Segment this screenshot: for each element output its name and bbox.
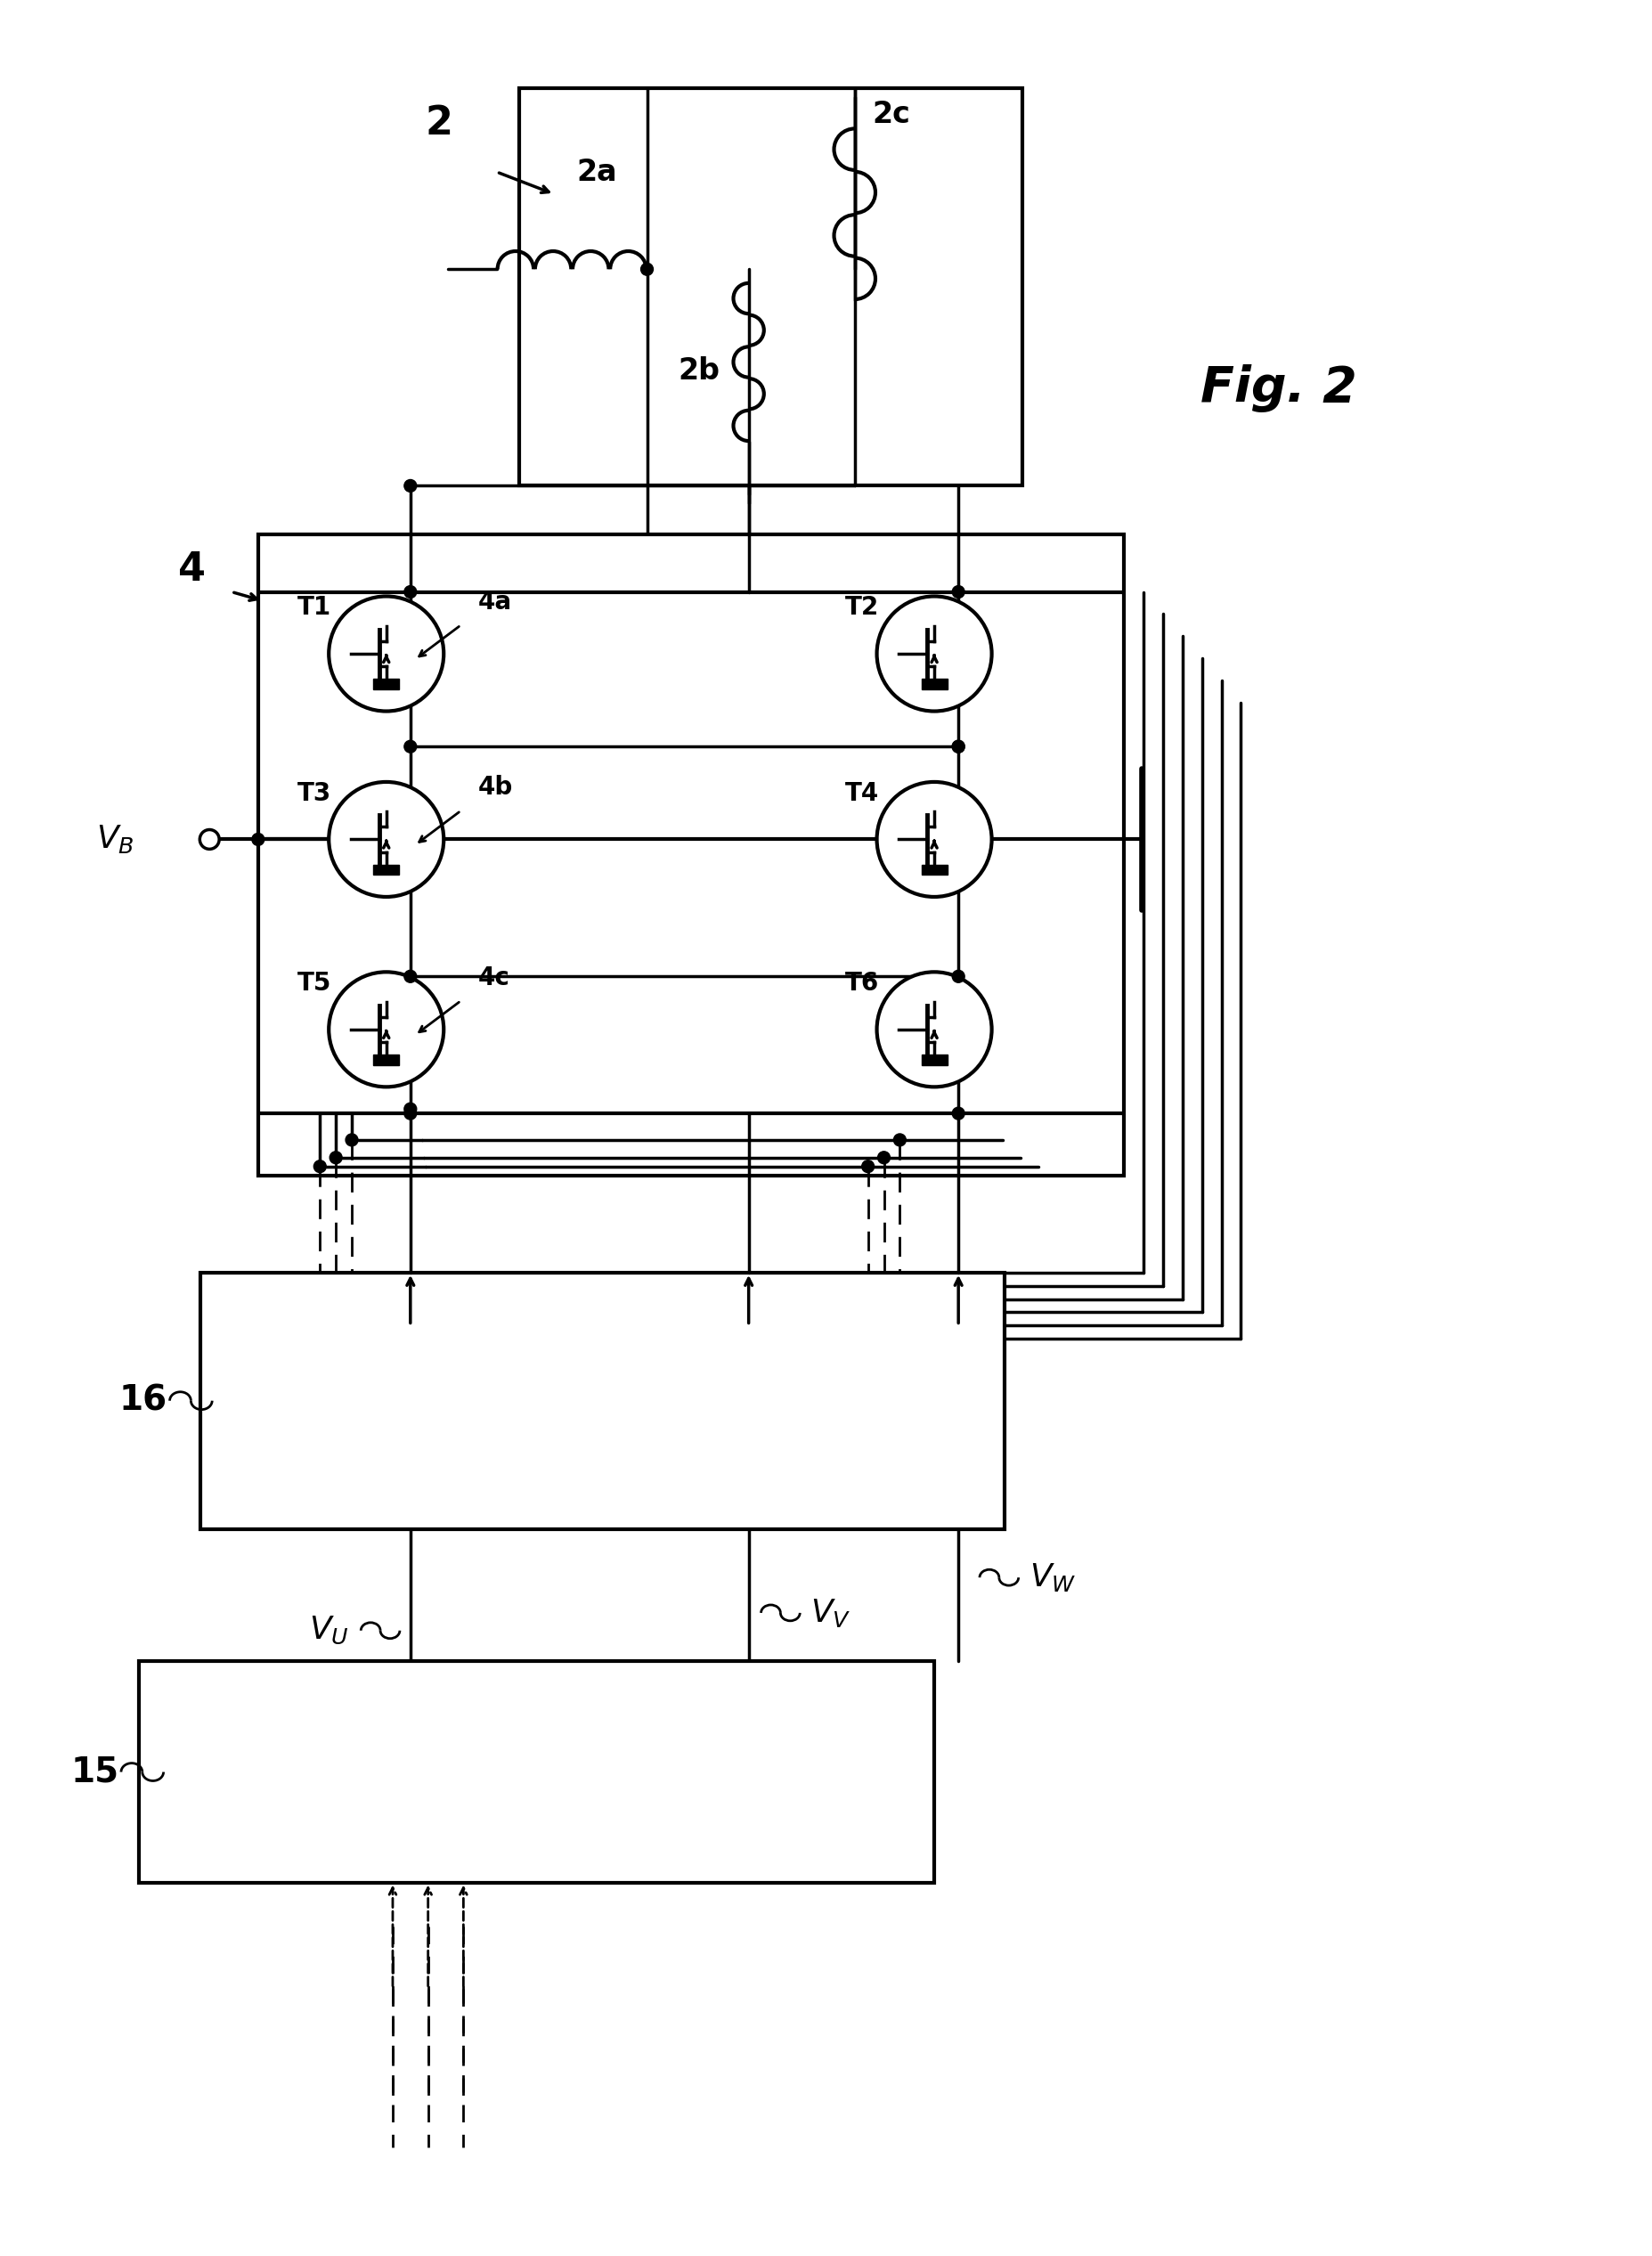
- Text: 4b: 4b: [477, 776, 512, 801]
- Circle shape: [405, 1108, 416, 1119]
- Text: T2: T2: [844, 596, 879, 620]
- Text: 4: 4: [178, 550, 205, 589]
- Circle shape: [405, 1103, 416, 1114]
- Circle shape: [952, 740, 965, 754]
- Bar: [519, 88, 1023, 485]
- Circle shape: [876, 972, 991, 1087]
- Text: 2: 2: [425, 104, 453, 142]
- Circle shape: [329, 783, 443, 898]
- Bar: [920, 1056, 947, 1065]
- Text: T4: T4: [844, 781, 879, 805]
- Bar: [139, 1660, 933, 1882]
- Bar: [920, 679, 947, 690]
- Circle shape: [329, 972, 443, 1087]
- Circle shape: [405, 481, 416, 492]
- Text: 4c: 4c: [477, 966, 510, 990]
- Circle shape: [329, 1151, 342, 1164]
- Circle shape: [894, 1135, 905, 1146]
- Text: 4a: 4a: [477, 589, 512, 614]
- Text: T6: T6: [844, 970, 879, 995]
- Text: $V_B$: $V_B$: [96, 823, 134, 855]
- Circle shape: [329, 596, 443, 711]
- Circle shape: [876, 596, 991, 711]
- Text: 15: 15: [71, 1755, 119, 1789]
- Text: Fig. 2: Fig. 2: [1199, 365, 1356, 413]
- Circle shape: [861, 1160, 874, 1173]
- Text: T3: T3: [297, 781, 332, 805]
- Bar: [373, 864, 400, 875]
- Bar: [373, 1056, 400, 1065]
- Circle shape: [952, 970, 965, 984]
- Circle shape: [314, 1160, 325, 1173]
- Circle shape: [952, 587, 965, 598]
- Text: $V_U$: $V_U$: [309, 1615, 349, 1647]
- Bar: [920, 864, 947, 875]
- Circle shape: [200, 830, 220, 848]
- Text: T5: T5: [297, 970, 332, 995]
- Circle shape: [952, 1108, 965, 1119]
- Circle shape: [952, 740, 965, 754]
- Circle shape: [405, 740, 416, 754]
- Bar: [258, 535, 1123, 1175]
- Circle shape: [345, 1135, 358, 1146]
- Circle shape: [405, 587, 416, 598]
- Text: $V_V$: $V_V$: [809, 1597, 851, 1629]
- Text: $V_W$: $V_W$: [1029, 1561, 1075, 1593]
- Text: 2c: 2c: [872, 99, 910, 129]
- Circle shape: [876, 783, 991, 898]
- Text: 16: 16: [119, 1383, 167, 1417]
- Circle shape: [641, 264, 653, 275]
- Text: 2a: 2a: [577, 158, 616, 187]
- Bar: [373, 679, 400, 690]
- Bar: [200, 1272, 1004, 1530]
- Text: T1: T1: [297, 596, 332, 620]
- Circle shape: [251, 832, 264, 846]
- Text: 2b: 2b: [677, 356, 719, 386]
- Circle shape: [405, 970, 416, 984]
- Circle shape: [877, 1151, 890, 1164]
